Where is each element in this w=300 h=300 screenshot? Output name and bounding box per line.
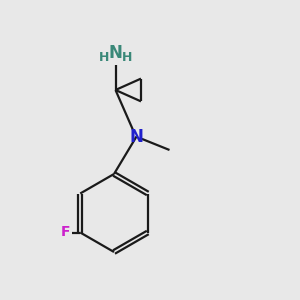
Text: N: N <box>109 44 122 62</box>
Text: H: H <box>122 51 132 64</box>
Text: N: N <box>130 128 143 146</box>
Text: F: F <box>61 226 70 239</box>
Text: H: H <box>99 51 109 64</box>
